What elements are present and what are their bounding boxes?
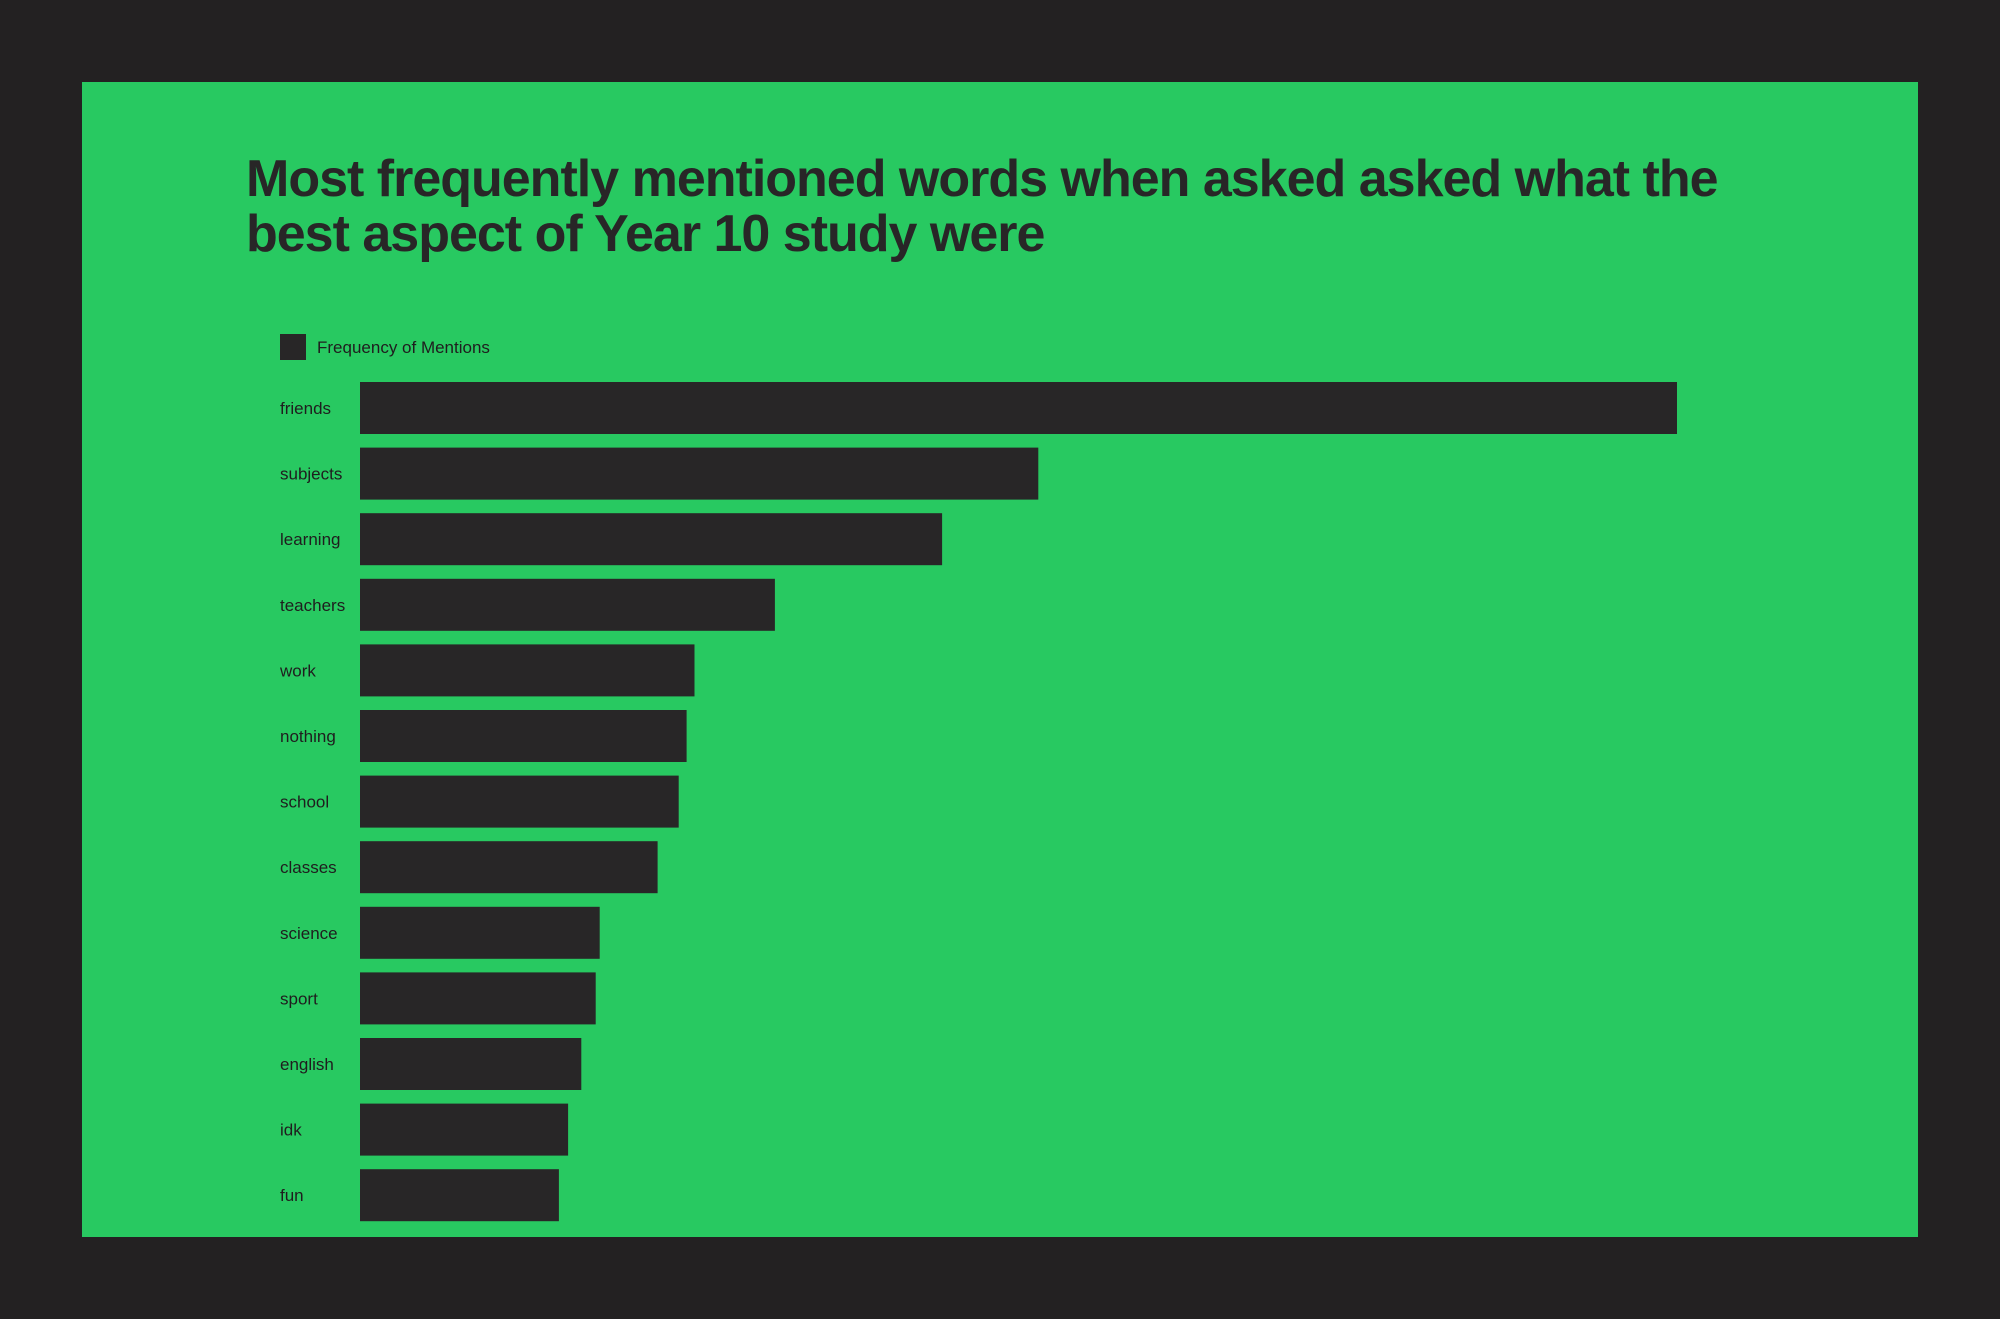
bars-group: [360, 382, 1677, 1222]
category-label-sport: sport: [280, 989, 318, 1008]
bar-english: [360, 1038, 582, 1090]
bar-classes: [360, 841, 658, 894]
bar-friends: [360, 382, 1677, 434]
category-label-work: work: [279, 661, 316, 680]
legend-label: Frequency of Mentions: [317, 338, 490, 357]
bar-fun: [360, 1169, 559, 1222]
bar-science: [360, 906, 600, 959]
chart-legend: Frequency of Mentions: [280, 334, 490, 360]
category-label-idk: idk: [280, 1121, 302, 1140]
category-label-learning: learning: [280, 530, 341, 549]
category-label-subjects: subjects: [280, 465, 342, 484]
category-label-teachers: teachers: [280, 596, 345, 615]
bar-subjects: [360, 447, 1039, 500]
bar-sport: [360, 972, 596, 1025]
bar-learning: [360, 513, 943, 566]
bar-nothing: [360, 710, 687, 762]
bar-school: [360, 775, 679, 828]
category-label-classes: classes: [280, 858, 337, 877]
category-labels: friends subjects learning teachers work nothi…: [279, 399, 345, 1205]
bar-idk: [360, 1103, 569, 1156]
category-label-fun: fun: [280, 1186, 304, 1205]
bar-work: [360, 644, 695, 697]
legend-swatch: [280, 334, 306, 360]
bar-teachers: [360, 578, 775, 631]
category-label-english: english: [280, 1055, 334, 1074]
category-label-nothing: nothing: [280, 727, 336, 746]
category-label-science: science: [280, 924, 338, 943]
bar-chart: Frequency of Mentions friends subjects lea…: [279, 334, 1677, 1222]
chart-panel: Most frequently mentioned words when ask…: [82, 82, 1918, 1237]
category-label-friends: friends: [280, 399, 331, 418]
category-label-school: school: [280, 793, 329, 812]
chart-title: Most frequently mentioned words when ask…: [246, 150, 1719, 263]
